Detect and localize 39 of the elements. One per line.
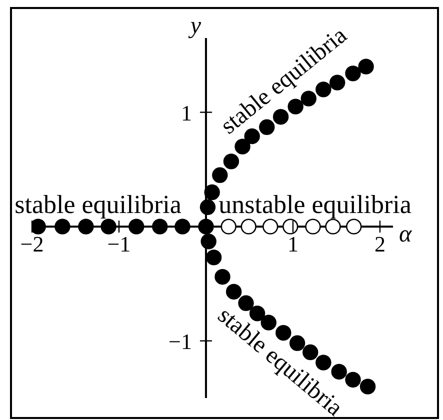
point bbox=[78, 218, 94, 234]
point bbox=[238, 295, 254, 311]
point bbox=[223, 154, 240, 170]
point bbox=[276, 325, 292, 341]
point bbox=[220, 218, 236, 234]
point bbox=[282, 218, 298, 234]
point bbox=[54, 218, 70, 234]
point bbox=[226, 284, 242, 300]
point bbox=[204, 184, 220, 200]
point bbox=[345, 372, 361, 388]
point bbox=[305, 218, 321, 234]
y-axis-title: y bbox=[188, 13, 202, 39]
point bbox=[234, 138, 250, 154]
point bbox=[152, 218, 168, 234]
point bbox=[206, 250, 222, 266]
x-tick-label: −1 bbox=[107, 232, 131, 257]
point bbox=[358, 58, 374, 74]
x-tick-label: −2 bbox=[20, 232, 44, 257]
x-tick-label: 2 bbox=[374, 232, 386, 257]
point bbox=[200, 199, 216, 215]
point bbox=[325, 218, 341, 234]
point bbox=[200, 234, 216, 250]
point bbox=[128, 218, 144, 234]
point bbox=[214, 269, 230, 285]
point bbox=[289, 335, 306, 351]
point bbox=[212, 167, 228, 183]
point bbox=[174, 218, 190, 234]
point bbox=[288, 98, 304, 114]
x-tick-label: 1 bbox=[287, 232, 298, 257]
point bbox=[360, 378, 376, 394]
point bbox=[100, 218, 116, 234]
point bbox=[240, 218, 256, 234]
annotation: stable equilibria bbox=[14, 190, 182, 218]
point bbox=[198, 218, 214, 234]
point bbox=[272, 109, 289, 125]
point bbox=[262, 218, 278, 234]
annotation: unstable equilibria bbox=[218, 190, 412, 218]
x-axis-title: α bbox=[399, 222, 412, 248]
point bbox=[346, 218, 362, 234]
